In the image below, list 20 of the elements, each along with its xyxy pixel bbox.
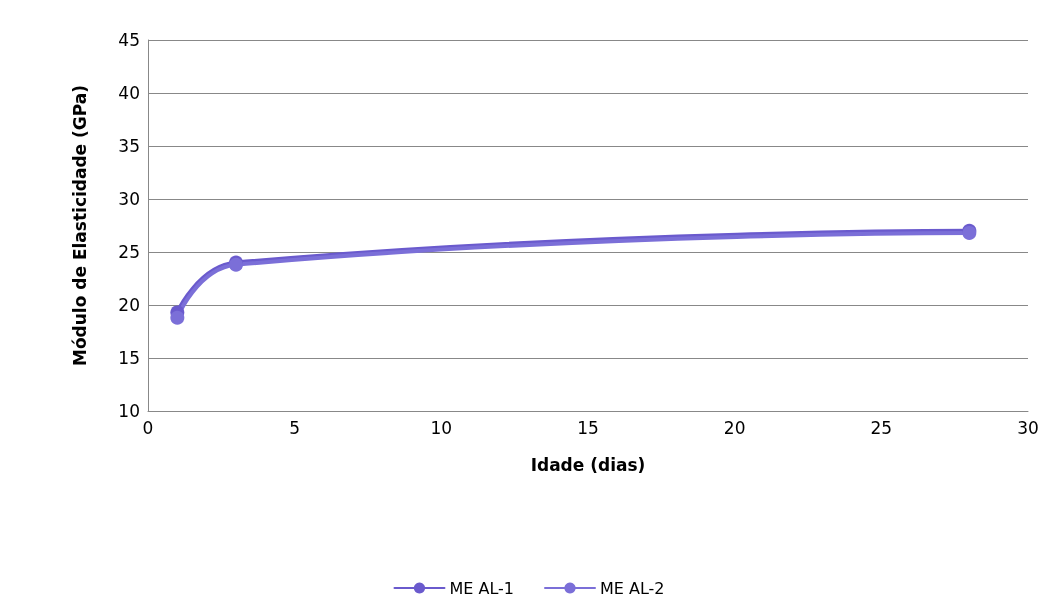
- y-tick-label: 45: [118, 30, 140, 50]
- x-tick-label: 10: [430, 417, 453, 438]
- x-tick-label: 20: [723, 417, 746, 438]
- y-tick-label: 15: [118, 348, 140, 368]
- y-axis-title: Módulo de Elasticidade (GPa): [69, 84, 90, 367]
- x-axis-title: Idade (dias): [530, 454, 646, 475]
- y-tick-label: 35: [118, 136, 140, 156]
- point: [170, 310, 185, 325]
- x-tick-label: 5: [289, 417, 301, 438]
- y-tick-label: 30: [118, 189, 140, 209]
- y-tick-label: 20: [118, 295, 140, 315]
- x-tick-label: 15: [577, 417, 599, 438]
- legend-label: ME AL-2: [600, 578, 665, 598]
- x-tick-label: 30: [1017, 417, 1039, 438]
- x-tick-label: 0: [142, 417, 154, 438]
- y-tick-label: 40: [118, 83, 140, 103]
- legend-label: ME AL-1: [449, 578, 514, 598]
- y-tick-label: 10: [118, 401, 140, 421]
- y-tick-label: 25: [118, 242, 140, 262]
- x-tick-label: 25: [870, 417, 893, 438]
